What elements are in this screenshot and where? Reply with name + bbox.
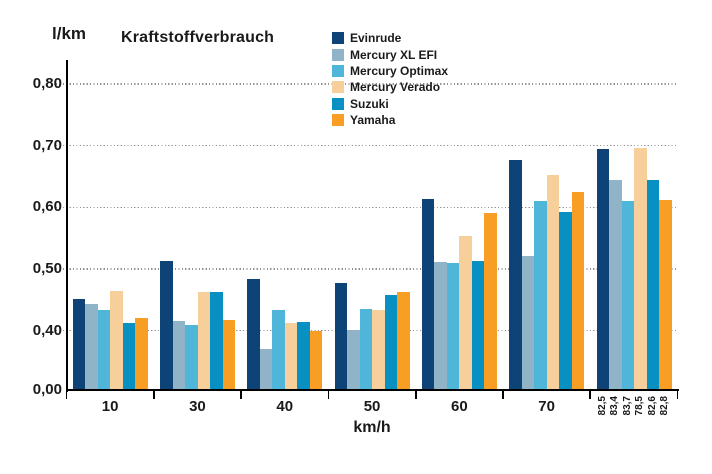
legend-label: Mercury Optimax bbox=[350, 63, 449, 78]
bar bbox=[521, 256, 535, 391]
bar bbox=[284, 323, 298, 391]
bar-speed-label: 82,5 bbox=[596, 396, 608, 416]
x-tick-label: 40 bbox=[276, 398, 294, 415]
legend-swatch-icon bbox=[332, 81, 344, 94]
legend-item: Mercury Verado bbox=[332, 79, 448, 95]
gridline bbox=[56, 144, 678, 147]
x-tick-label: 70 bbox=[538, 398, 555, 415]
bar bbox=[459, 235, 472, 391]
y-tick-label: 0,40 bbox=[32, 321, 62, 339]
legend-swatch-icon bbox=[332, 97, 344, 110]
bar bbox=[309, 330, 323, 391]
gridline bbox=[56, 206, 678, 208]
bar-speed-label: 82,8 bbox=[659, 396, 671, 416]
x-axis-title: km/h bbox=[353, 419, 391, 436]
bar bbox=[534, 200, 547, 391]
bar bbox=[185, 324, 198, 391]
bar bbox=[571, 192, 585, 391]
gridline bbox=[56, 83, 678, 85]
bar bbox=[634, 148, 647, 391]
bar bbox=[446, 262, 460, 391]
bar bbox=[559, 211, 572, 391]
y-axis-line bbox=[65, 59, 68, 392]
bar bbox=[509, 160, 522, 391]
bar-speed-label: 83,7 bbox=[621, 396, 633, 416]
bar bbox=[172, 320, 185, 391]
legend-label: Yamaha bbox=[350, 113, 396, 128]
y-tick-label: 0,50 bbox=[32, 260, 62, 277]
bar bbox=[72, 298, 86, 391]
bar bbox=[222, 319, 235, 391]
x-axis-line bbox=[65, 389, 679, 392]
x-tick-label: 10 bbox=[101, 398, 119, 415]
bar bbox=[110, 291, 123, 391]
x-tick-label: 60 bbox=[451, 398, 468, 415]
legend: Evinrude Mercury XL EFI Mercury Optimax Mer… bbox=[332, 30, 448, 128]
bar bbox=[247, 278, 260, 391]
bar bbox=[421, 198, 435, 391]
bar bbox=[122, 323, 136, 391]
bar bbox=[384, 294, 398, 391]
bar bbox=[471, 260, 485, 391]
legend-item: Evinrude bbox=[332, 30, 448, 46]
legend-item: Yamaha bbox=[332, 112, 448, 128]
legend-label: Mercury XL EFI bbox=[350, 47, 438, 62]
bar bbox=[210, 291, 223, 391]
legend-label: Evinrude bbox=[350, 31, 402, 46]
legend-item: Mercury Optimax bbox=[332, 63, 448, 79]
y-tick-label: 0,80 bbox=[32, 74, 62, 92]
legend-swatch-icon bbox=[332, 32, 344, 45]
bar-speed-label: 78,5 bbox=[634, 396, 646, 416]
y-axis-title: l/km bbox=[52, 24, 87, 43]
bar bbox=[347, 330, 360, 391]
legend-swatch-icon bbox=[332, 48, 344, 61]
bar bbox=[97, 309, 111, 391]
y-tick-label: 0,60 bbox=[32, 198, 62, 216]
bar bbox=[85, 303, 98, 391]
bar bbox=[546, 174, 560, 391]
bar bbox=[359, 309, 373, 391]
x-tick-label: 50 bbox=[363, 398, 381, 415]
bar bbox=[197, 292, 210, 391]
legend-label: Mercury Verado bbox=[350, 80, 441, 95]
x-axis-tick bbox=[65, 391, 68, 400]
x-axis-tick bbox=[240, 391, 242, 400]
bar bbox=[434, 261, 447, 391]
legend-item: Mercury XL EFI bbox=[332, 46, 448, 62]
bar bbox=[659, 199, 672, 391]
chart-title: Kraftstoffverbrauch bbox=[121, 29, 275, 46]
bar bbox=[135, 318, 148, 391]
x-axis-tick bbox=[502, 391, 504, 400]
bar bbox=[259, 348, 273, 391]
gridline bbox=[56, 268, 678, 270]
bar bbox=[596, 149, 609, 391]
bar bbox=[609, 180, 622, 391]
bar-speed-label: 83,4 bbox=[609, 396, 621, 416]
bar-speed-label: 82,6 bbox=[646, 396, 658, 416]
bar bbox=[646, 179, 659, 391]
x-axis-tick bbox=[152, 391, 155, 400]
bar bbox=[484, 213, 497, 391]
bar bbox=[372, 309, 385, 391]
y-tick-label: 0,70 bbox=[32, 136, 62, 154]
bar bbox=[160, 260, 173, 391]
bar bbox=[621, 200, 634, 391]
x-tick-label: 30 bbox=[189, 398, 206, 415]
bar bbox=[334, 282, 348, 391]
bar bbox=[272, 309, 285, 391]
y-tick-label: 0,00 bbox=[32, 380, 62, 398]
x-axis-tick bbox=[414, 391, 417, 400]
bar bbox=[397, 292, 410, 391]
x-axis-tick bbox=[327, 391, 330, 400]
bar bbox=[297, 322, 310, 391]
x-axis-tick bbox=[676, 391, 679, 400]
legend-swatch-icon bbox=[332, 114, 344, 127]
legend-label: Suzuki bbox=[350, 96, 389, 111]
legend-swatch-icon bbox=[332, 64, 344, 77]
legend-item: Suzuki bbox=[332, 96, 448, 112]
x-axis-tick bbox=[589, 391, 592, 400]
